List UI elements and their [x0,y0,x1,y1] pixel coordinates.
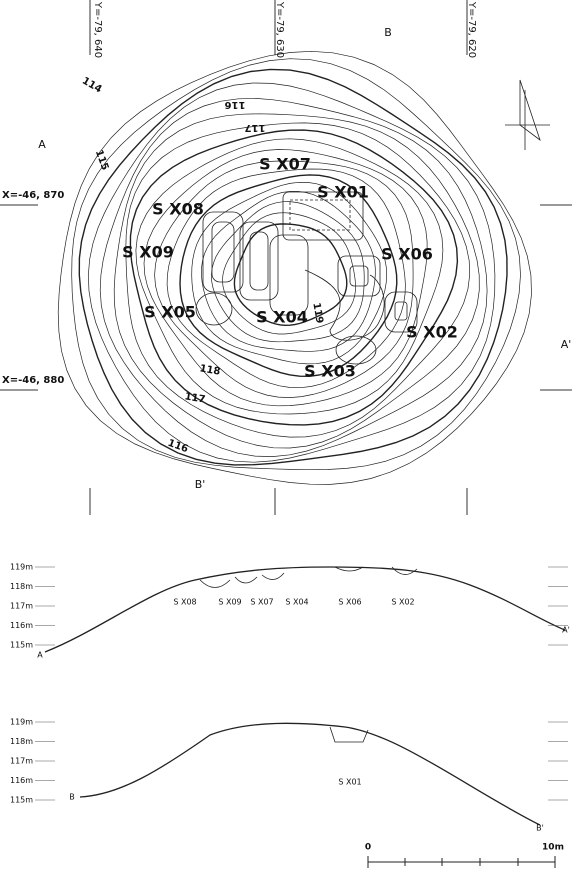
section-marker: A' [561,338,572,351]
elevation-label: 115m [10,796,33,805]
contour-label: 114 [80,75,104,95]
section-start: B [69,793,75,802]
feature-label: S X02 [406,323,458,342]
north-arrow [505,79,550,150]
feature-label: S X07 [259,155,311,174]
contour-line [166,168,406,389]
section-feature: S X06 [338,598,361,607]
elevation-label: 119m [10,563,33,572]
contour-line [71,58,521,471]
contour-line [191,181,388,365]
section-start: A [37,651,43,660]
contour-line [154,160,414,398]
contour-line [233,223,348,327]
contour-line [125,122,471,438]
grid-label: Y=-79, 620 [466,1,477,58]
features-outlines [195,191,418,365]
grid-label: Y=-79, 630 [274,1,285,58]
section-feature: S X04 [285,598,308,607]
section-marker: A [38,138,46,151]
section-B [79,722,541,826]
grid-label: X=-46, 870 [2,190,64,201]
feature-label: S X03 [304,362,356,381]
contour-label: 115 [93,148,110,171]
elevation-label: 116m [10,776,33,785]
grid-label: Y=-79, 640 [92,1,103,58]
contour-label: 118 [199,363,222,377]
scale-end: 10m [542,843,564,853]
section-feature: S X07 [250,598,273,607]
contour-label: 117 [184,391,207,405]
section-feature: S X02 [391,598,414,607]
feature-label: S X09 [122,243,174,262]
feature-label: S X05 [144,303,196,322]
grid-label: X=-46, 880 [2,375,64,386]
contour-line [129,129,459,426]
contour-line [57,50,532,485]
contour-label: 116 [225,99,246,110]
section-feature: S X01 [338,778,361,787]
section-feature: S X09 [218,598,241,607]
elevation-label: 118m [10,582,33,591]
section-marker: B' [195,478,206,491]
feature-label: S X08 [152,200,204,219]
feature-label: S X01 [317,183,369,202]
elevation-label: 119m [10,718,33,727]
grid-ticks [0,0,572,515]
contour-line [201,190,376,352]
contours [57,50,532,485]
contour-label: 119 [310,302,324,325]
elevation-label: 115m [10,641,33,650]
elevation-label: 116m [10,621,33,630]
feature-label: S X04 [256,308,308,327]
scale-start: 0 [365,843,371,853]
section-end: B' [536,824,544,833]
contour-line [99,98,488,457]
scale-bar [367,856,556,868]
contour-line [87,82,496,463]
section-feature: S X08 [173,598,196,607]
section-marker: B [384,26,392,39]
contour-line [222,212,356,335]
section-end: A' [562,626,570,635]
contour-line [179,174,398,378]
feature-label: S X06 [381,245,433,264]
contour-line [113,113,480,449]
contour-line [135,138,444,415]
elevation-label: 117m [10,757,33,766]
contour-label: 117 [245,122,266,133]
elevation-label: 117m [10,602,33,611]
section-A [44,566,566,653]
contour-line [143,149,428,407]
elevation-label: 118m [10,737,33,746]
contour-line [78,68,508,466]
contour-line [211,201,365,343]
